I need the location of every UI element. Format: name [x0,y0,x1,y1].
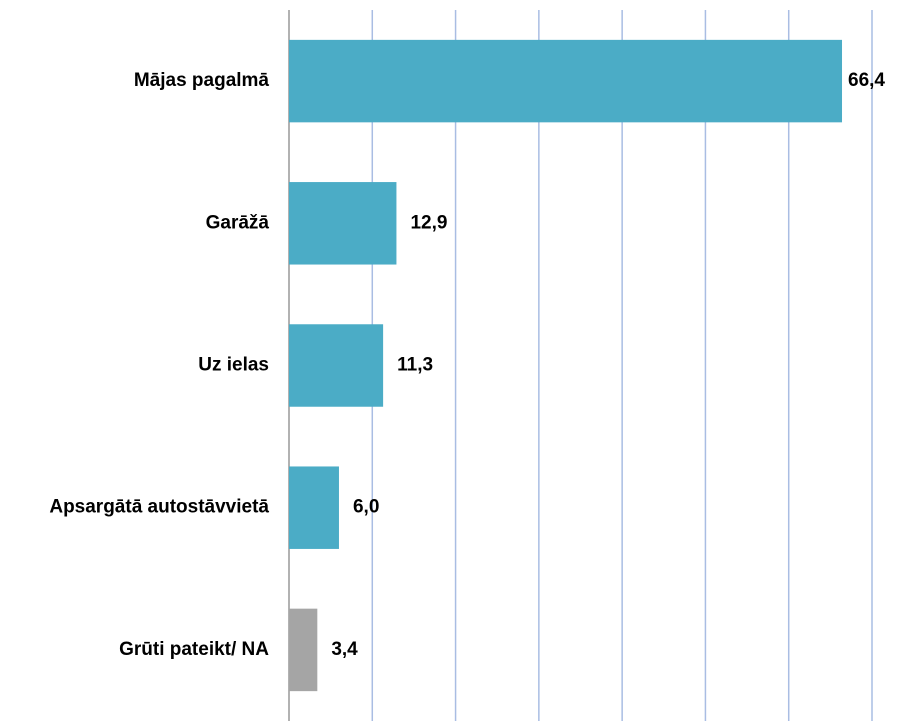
bar [289,466,339,549]
value-label: 66,4 [848,70,885,91]
y-tick-label: Apsargātā autostāvvietā [49,497,269,518]
bar [289,608,318,692]
bar [289,39,843,123]
y-tick-label: Uz ielas [198,355,269,376]
bar [289,324,384,407]
value-label: 3,4 [331,639,358,660]
value-label: 12,9 [410,212,447,233]
bar [289,182,397,265]
y-tick-label: Grūti pateikt/ NA [119,639,269,660]
y-tick-label: Mājas pagalmā [134,70,270,91]
value-label: 11,3 [397,355,433,376]
value-label: 6,0 [353,497,379,518]
y-tick-label: Garāžā [206,212,270,233]
